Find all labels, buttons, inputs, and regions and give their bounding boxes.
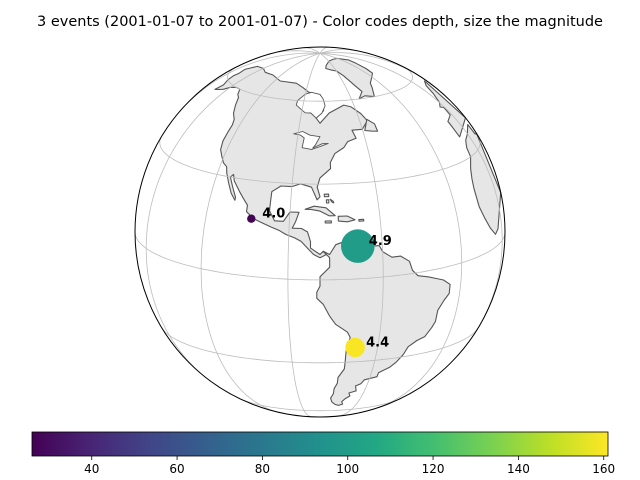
parallel [159,136,481,185]
landmass-hispaniola [337,215,356,223]
event-marker[interactable] [341,229,375,263]
landmass-puerto-rico [358,218,365,222]
landmass-bahamas-1 [323,193,330,198]
colorbar-ticks: 40 60 80 100 120 140 160 [84,456,615,476]
meridian [145,52,321,380]
meridian [200,52,321,413]
landmass-africa [465,123,502,235]
parallel [238,397,402,412]
globe-map[interactable]: 4.0 4.9 4.4 [0,0,640,420]
map-title: 3 events (2001-01-07 to 2001-01-07) - Co… [37,14,603,30]
parallel [134,231,506,281]
colorbar-tick-label: 100 [336,462,359,476]
colorbar-tick-label: 80 [255,462,270,476]
meridian [304,47,321,54]
magnitude-label: 4.4 [366,336,389,351]
landmass-great-lakes [293,131,329,150]
colorbar-tick-label: 60 [169,462,184,476]
colorbar-gradient [31,431,609,457]
event-markers: 4.0 4.9 4.4 [247,207,392,358]
meridian [319,52,463,409]
colorbar-tick-label: 40 [84,462,99,476]
depth-colorbar: 40 60 80 100 120 140 160 [31,431,615,476]
event-marker[interactable] [345,337,365,358]
landmass-bahamas-3 [329,198,335,204]
landmass-europe [423,80,467,138]
landmass-south-america [316,240,451,406]
magnitude-label: 4.0 [262,207,285,222]
meridian [287,53,321,418]
colorbar-tick-label: 120 [422,462,445,476]
landmasses [214,57,502,406]
landmass-north-america [214,65,368,259]
landmass-jamaica [324,220,332,224]
event-marker[interactable] [247,214,256,223]
landmass-cuba [304,205,336,217]
magnitude-label: 4.9 [369,234,392,249]
parallel [161,328,479,364]
colorbar-tick-label: 160 [592,462,615,476]
colorbar-tick-label: 140 [507,462,530,476]
meridian [319,52,503,334]
landmass-bahamas-2 [325,199,330,204]
meridian [319,52,384,417]
landmass-newfoundland [364,118,379,132]
globe-outline [134,46,506,418]
landmass-greenland [325,57,375,100]
